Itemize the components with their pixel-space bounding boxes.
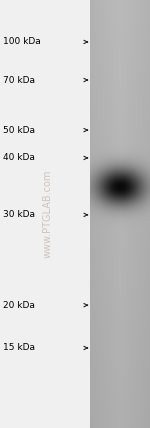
Text: 40 kDa: 40 kDa — [3, 153, 35, 163]
Text: 20 kDa: 20 kDa — [3, 300, 35, 310]
Text: www.PTGLAB.com: www.PTGLAB.com — [43, 170, 53, 258]
Text: 30 kDa: 30 kDa — [3, 210, 35, 220]
Text: 15 kDa: 15 kDa — [3, 343, 35, 353]
Text: 100 kDa: 100 kDa — [3, 37, 41, 47]
Text: 70 kDa: 70 kDa — [3, 75, 35, 85]
Text: 50 kDa: 50 kDa — [3, 125, 35, 135]
